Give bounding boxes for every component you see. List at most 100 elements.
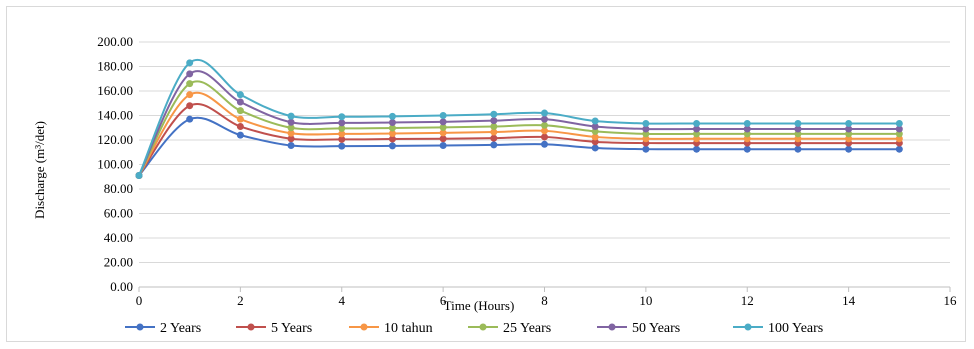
data-point [338,119,346,127]
y-axis-title: Discharge (m³/det) [32,121,47,219]
series-50-years [135,70,903,180]
grid-lines [139,41,950,263]
data-point [541,109,548,117]
x-tick-label: 16 [944,293,958,308]
series-100-years [135,59,903,180]
series-line [138,116,900,177]
data-point [490,123,498,131]
data-point [236,98,244,106]
legend-label: 10 tahun [384,321,433,336]
data-point [388,135,396,143]
data-point [186,115,194,123]
data-point [338,142,346,150]
data-point [591,127,599,135]
legend-entry: 100 Years [733,321,823,336]
data-point [236,131,244,139]
data-point [236,115,244,123]
data-point [439,112,447,119]
data-point [490,128,498,136]
data-point [895,119,903,127]
data-point [186,59,194,67]
legend-label: 2 Years [160,321,201,336]
data-point [338,130,346,138]
data-point [490,141,498,149]
data-point [541,140,548,148]
data-point [794,119,802,127]
x-tick-label: 6 [440,293,447,308]
legend-marker [608,323,616,331]
y-tick-label: 160.00 [97,83,133,98]
data-point [895,135,903,143]
data-point [135,172,143,180]
data-point [642,125,650,133]
y-tick-label: 0.00 [110,279,133,294]
data-point [490,117,498,125]
legend-marker [247,323,255,331]
data-point [591,138,599,146]
x-tick-label: 12 [741,293,754,308]
x-tick-label: 14 [842,293,856,308]
legend-marker [479,323,487,331]
data-point [591,133,599,141]
data-point [186,102,194,110]
data-point [794,130,802,138]
data-point [845,135,853,143]
x-tick-label: 10 [639,293,652,308]
y-tick-label: 120.00 [97,132,133,147]
data-point [895,125,903,133]
data-point [591,144,599,152]
data-point [845,145,853,153]
data-point [388,112,396,120]
data-point [236,123,244,131]
legend-marker [744,323,752,331]
x-tick-label: 8 [541,293,548,308]
series-10-tahun [135,91,903,180]
data-point [439,118,447,126]
data-point [743,119,751,127]
line-chart: 0.00 20.00 40.00 60.00 80.00 100.00 120.00 140.… [32,34,958,336]
data-point [591,117,599,125]
data-point [439,135,447,143]
data-point [287,142,295,150]
data-point [693,119,701,127]
x-axis-title: Time (Hours) [444,298,515,313]
data-point [794,145,802,153]
data-point [541,127,548,135]
data-point [287,112,295,120]
data-point [236,107,244,115]
data-point [642,130,650,138]
data-point [236,91,244,99]
x-tick-label: 4 [339,293,346,308]
series-layer [135,59,903,180]
data-point [591,123,599,131]
data-point [541,121,548,129]
legend-label: 25 Years [503,321,551,336]
data-point [794,125,802,133]
data-point [642,119,650,127]
data-point [541,115,548,123]
legend-label: 100 Years [768,321,823,336]
data-point [388,142,396,150]
series-line [138,70,900,176]
data-point [388,124,396,132]
data-point [287,129,295,137]
y-tick-label: 200.00 [97,34,133,49]
data-point [693,135,701,143]
legend-marker [136,323,144,331]
data-point [743,145,751,153]
legend-entry: 5 Years [236,321,312,336]
data-point [693,125,701,133]
series-line [138,80,900,177]
series-25-years [135,80,903,180]
data-point [693,130,701,138]
data-point [338,113,346,121]
legend-entry: 25 Years [468,321,551,336]
data-point [388,118,396,126]
data-point [439,129,447,137]
y-tick-label: 140.00 [97,108,133,123]
data-point [743,135,751,143]
legend-label: 5 Years [271,321,312,336]
data-point [287,118,295,126]
legend-label: 50 Years [632,321,680,336]
data-point [186,91,194,99]
